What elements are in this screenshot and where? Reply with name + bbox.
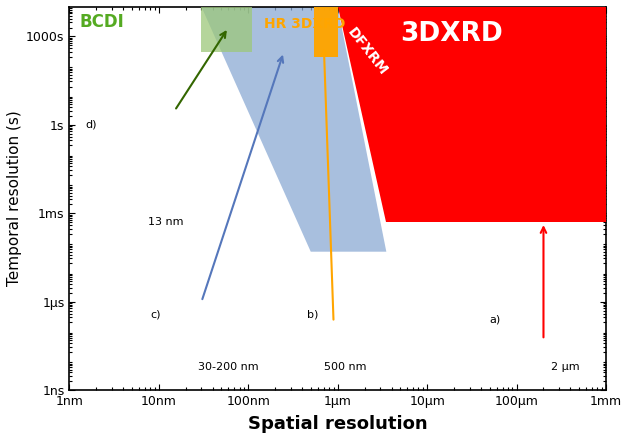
Polygon shape [201,7,386,252]
Text: 30-200 nm: 30-200 nm [198,362,259,372]
Text: DFXRM: DFXRM [345,25,391,78]
Text: BCDI: BCDI [79,13,125,31]
Text: HR 3DXRD: HR 3DXRD [264,17,345,30]
Text: c): c) [150,309,160,319]
Polygon shape [338,7,606,222]
Polygon shape [201,7,252,52]
Text: b): b) [307,309,318,319]
Text: 2 μm: 2 μm [551,362,579,372]
X-axis label: Spatial resolution: Spatial resolution [248,415,428,433]
Text: 500 nm: 500 nm [323,362,366,372]
Text: d): d) [85,120,97,130]
Polygon shape [314,7,338,57]
Y-axis label: Temporal resolution (s): Temporal resolution (s) [7,111,22,286]
Text: 3DXRD: 3DXRD [400,21,503,47]
Text: a): a) [489,315,501,324]
Text: 13 nm: 13 nm [148,217,184,227]
